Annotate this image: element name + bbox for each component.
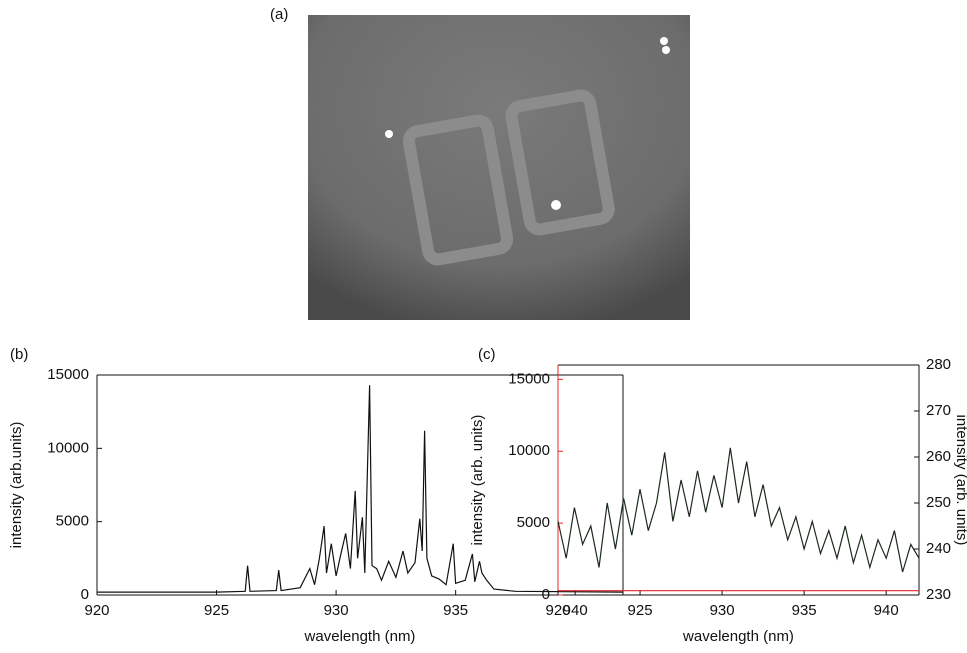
panel-label: (c): [478, 346, 496, 363]
x-tick-label: 935: [443, 602, 468, 619]
y-tick-label: 0: [542, 586, 550, 603]
x-tick-label: 930: [324, 602, 349, 619]
microscope-image: [308, 15, 690, 320]
x-tick-label: 940: [874, 602, 899, 619]
y2-tick-label: 260: [926, 448, 951, 465]
y-tick-label: 5000: [56, 513, 89, 530]
x-tick-label: 920: [545, 602, 570, 619]
panel-label: (b): [10, 346, 28, 363]
data-line: [97, 385, 624, 593]
data-line: [557, 447, 920, 573]
x-tick-label: 930: [710, 602, 735, 619]
y-tick-label: 5000: [517, 514, 550, 531]
y-axis-label: intensity (arb.units): [8, 422, 25, 549]
x-tick-label: 935: [792, 602, 817, 619]
y-tick-label: 15000: [47, 366, 89, 383]
y2-tick-label: 240: [926, 540, 951, 557]
y-tick-label: 10000: [47, 439, 89, 456]
x-axis-label: wavelength (nm): [682, 628, 794, 645]
y2-tick-label: 270: [926, 402, 951, 419]
y2-tick-label: 230: [926, 586, 951, 603]
y2-tick-label: 250: [926, 494, 951, 511]
x-tick-label: 925: [204, 602, 229, 619]
x-tick-label: 940: [563, 602, 588, 619]
y-axis-label: intensity (arb. units): [469, 415, 486, 546]
y-tick-label: 15000: [508, 370, 550, 387]
y-tick-label: 0: [81, 586, 89, 603]
y2-axis-label: intensity (arb. units): [953, 415, 967, 546]
panel-label: (a): [270, 6, 288, 23]
x-tick-label: 920: [84, 602, 109, 619]
y2-tick-label: 280: [926, 356, 951, 373]
x-axis-label: wavelength (nm): [304, 628, 416, 645]
y-tick-label: 10000: [508, 442, 550, 459]
x-tick-label: 925: [628, 602, 653, 619]
